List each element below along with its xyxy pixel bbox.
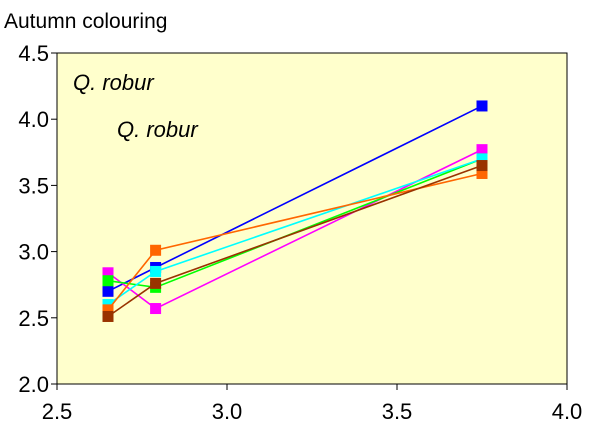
y-tick-label: 2.0 xyxy=(18,372,49,397)
data-point xyxy=(102,275,114,287)
y-tick-label: 2.5 xyxy=(18,306,49,331)
data-point xyxy=(150,303,162,315)
y-tick-label: 4.5 xyxy=(18,41,49,66)
y-tick-label: 3.5 xyxy=(18,173,49,198)
data-point xyxy=(476,144,488,156)
data-point xyxy=(476,167,488,179)
data-point xyxy=(476,153,488,165)
plot-area xyxy=(56,52,568,385)
data-point xyxy=(150,244,162,256)
data-point xyxy=(102,285,114,297)
y-tick-label: 4.0 xyxy=(18,107,49,132)
y-axis-label: Autumn colouring xyxy=(4,10,167,33)
data-point xyxy=(150,277,162,289)
data-point xyxy=(102,310,114,322)
x-tick-label: 3.5 xyxy=(382,399,413,424)
annotation-q-robur-2: Q. robur xyxy=(117,117,199,142)
y-tick-label: 3.0 xyxy=(18,240,49,265)
data-point xyxy=(476,100,488,112)
data-point xyxy=(150,265,162,277)
x-tick-label: 3.0 xyxy=(212,399,243,424)
annotation-q-robur-1: Q. robur xyxy=(73,70,155,95)
data-point xyxy=(102,267,114,279)
x-tick-label: 4.0 xyxy=(552,399,583,424)
x-tick-label: 2.5 xyxy=(42,399,73,424)
data-point xyxy=(476,160,488,172)
data-point xyxy=(102,304,114,316)
